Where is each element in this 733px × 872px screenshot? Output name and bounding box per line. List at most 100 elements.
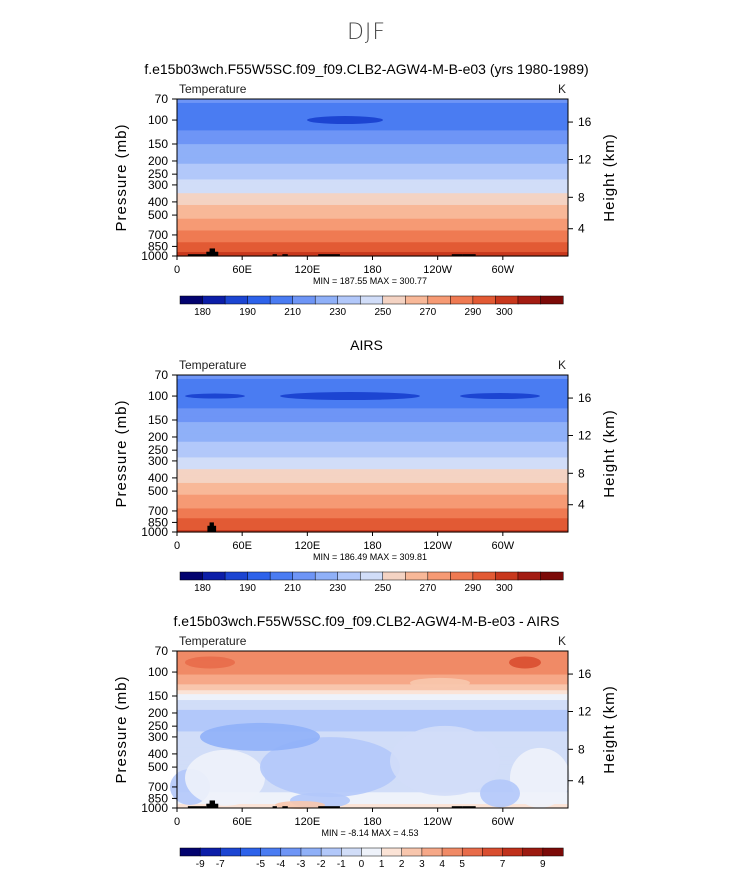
topography-mask — [209, 248, 216, 256]
topography-mask — [272, 806, 277, 808]
contour-band — [177, 165, 568, 169]
contour-band — [177, 467, 568, 470]
contour-band — [177, 707, 568, 711]
contour-band — [177, 140, 568, 143]
contour-band — [177, 228, 568, 232]
y-tick-label: 850 — [148, 515, 168, 529]
contour-band — [177, 222, 568, 226]
contour-band — [177, 652, 568, 656]
contour-band — [177, 660, 568, 664]
contour-band — [177, 218, 568, 222]
contour-band — [177, 427, 568, 431]
topography-mask — [451, 806, 463, 808]
contour-band — [177, 684, 568, 687]
contour-band — [177, 418, 568, 421]
x-tick-label: 0 — [174, 264, 180, 276]
colorbar-label: 290 — [465, 583, 482, 594]
contour-band — [177, 384, 568, 388]
colorbar-label: -3 — [296, 859, 305, 870]
y-tick-label: 150 — [148, 137, 168, 151]
contour-band — [177, 238, 568, 241]
contour-band — [177, 463, 568, 466]
contour-band — [177, 402, 568, 406]
anomaly-contour — [200, 722, 320, 751]
y-tick-label: 850 — [148, 791, 168, 805]
y2-tick-label: 16 — [578, 391, 592, 405]
contour-band — [177, 719, 568, 723]
contour-band — [177, 500, 568, 504]
x-tick-label: 180 — [363, 816, 381, 828]
y-tick-label: 400 — [148, 747, 168, 761]
colorbar: 180 190 210 230 250 270 290 300 — [179, 295, 564, 318]
contour-band — [177, 686, 568, 689]
colorbar-swatch — [517, 571, 542, 581]
contour-band — [177, 739, 568, 742]
contour-band — [177, 181, 568, 184]
chart-units: K — [558, 634, 566, 648]
topography-mask — [282, 806, 288, 808]
contour-band — [177, 443, 568, 447]
y2-tick-label: 8 — [578, 466, 585, 480]
contour-band — [177, 414, 568, 417]
contour-band — [177, 254, 568, 257]
contour-band — [177, 244, 568, 247]
contour-band — [177, 206, 568, 210]
contour-band — [177, 471, 568, 474]
contour-band — [177, 108, 568, 112]
contour-band — [177, 248, 568, 251]
contour-band — [177, 435, 568, 439]
topography-mask — [282, 254, 288, 256]
contour-band — [177, 735, 568, 738]
contour-band — [177, 390, 568, 394]
contour-band — [177, 510, 568, 513]
y-tick-label: 500 — [148, 760, 168, 774]
contour-band — [177, 737, 568, 740]
colorbar-label: 3 — [419, 859, 425, 870]
contour-band — [177, 380, 568, 384]
contour-band — [177, 175, 568, 179]
colorbar-swatch — [382, 295, 406, 305]
contour-band — [177, 445, 568, 449]
contour-band — [177, 234, 568, 237]
contour-band — [177, 102, 568, 106]
topography-mask — [209, 522, 214, 532]
contour-band — [177, 522, 568, 525]
contour-band — [177, 696, 568, 699]
cold-core-contour — [185, 393, 245, 399]
colorbar-swatch — [405, 571, 429, 581]
y-axis-title: Pressure (mb) — [113, 123, 130, 231]
contour-band — [177, 461, 568, 464]
contour-band — [177, 508, 568, 512]
contour-band — [177, 678, 568, 682]
colorbar-label: 1 — [379, 859, 385, 870]
y-tick-label: 1000 — [141, 801, 168, 815]
y2-tick-label: 12 — [578, 428, 592, 442]
contour-band — [177, 703, 568, 707]
contour-band — [177, 161, 568, 165]
y-tick-label: 400 — [148, 195, 168, 209]
colorbar-swatch — [224, 571, 249, 581]
contour-band — [177, 159, 568, 163]
contour-band — [177, 99, 568, 102]
contour-band — [177, 488, 568, 492]
colorbar-swatch — [405, 295, 429, 305]
contour-band — [177, 155, 568, 159]
contour-band — [177, 725, 568, 729]
contour-band — [177, 733, 568, 736]
contour-band — [177, 688, 568, 691]
contour-band — [177, 250, 568, 253]
contour-band — [177, 100, 568, 104]
contour-band — [177, 441, 568, 445]
chart-subtitle: Temperature — [179, 82, 247, 96]
contour-band — [177, 676, 568, 680]
min-max-stats: MIN = 187.55 MAX = 300.77 — [313, 276, 427, 286]
colorbar-label: 5 — [459, 859, 465, 870]
x-tick-label: 60E — [232, 816, 252, 828]
contour-band — [177, 794, 568, 797]
contour-band — [177, 163, 568, 167]
contour-band — [177, 792, 568, 795]
contour-band — [177, 480, 568, 484]
colorbar-swatch — [314, 571, 339, 581]
contour-band — [177, 520, 568, 523]
y-tick-label: 300 — [148, 178, 168, 192]
